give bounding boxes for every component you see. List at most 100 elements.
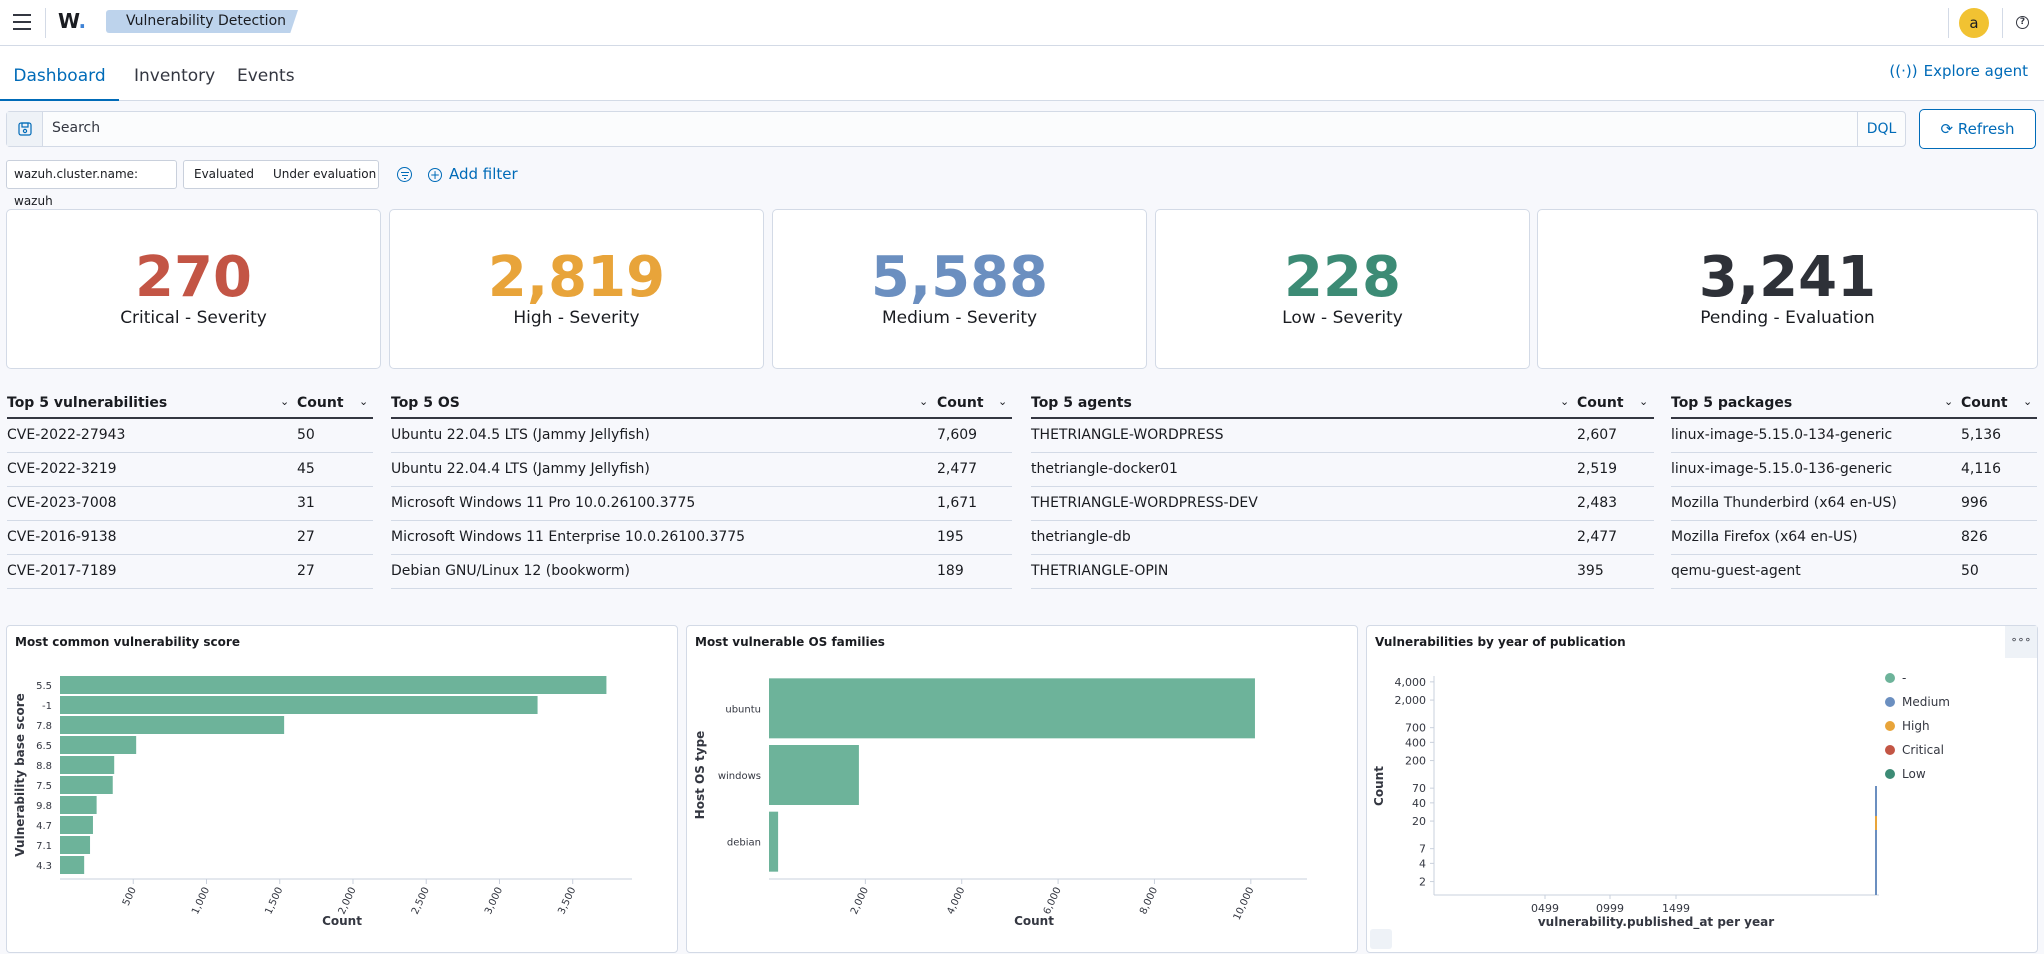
bar[interactable]	[769, 745, 859, 805]
refresh-button[interactable]: ⟳ Refresh	[1919, 109, 2036, 149]
table-row[interactable]: qemu-guest-agent 50	[1671, 555, 2037, 589]
help-icon[interactable]: ?	[2016, 16, 2029, 29]
panel-title: Most common vulnerability score	[15, 635, 240, 649]
wazuh-logo[interactable]: W.	[58, 9, 87, 33]
chevron-down-icon[interactable]: ⌄	[1944, 395, 1954, 408]
save-query-button[interactable]	[7, 112, 43, 146]
tab-events[interactable]: Events	[237, 66, 295, 86]
table-row[interactable]: CVE-2022-3219 45	[7, 453, 373, 487]
column-header-name[interactable]: Top 5 agents	[1031, 395, 1132, 411]
bar[interactable]	[60, 816, 93, 834]
table-row[interactable]: THETRIANGLE-WORDPRESS-DEV 2,483	[1031, 487, 1654, 521]
explore-agent-button[interactable]: ((·)) Explore agent	[1889, 62, 2028, 80]
cell-name: thetriangle-db	[1031, 529, 1131, 545]
legend-item[interactable]: -	[1885, 666, 1950, 690]
x-tick-label: 0999	[1596, 902, 1624, 915]
chevron-down-icon[interactable]: ⌄	[2023, 395, 2033, 408]
column-header-count[interactable]: Count	[937, 395, 984, 411]
bar[interactable]	[60, 756, 115, 774]
bar[interactable]	[60, 836, 91, 854]
legend-item[interactable]: High	[1885, 714, 1950, 738]
status-filter-pill[interactable]: Evaluated Under evaluation	[183, 160, 379, 189]
cell-name: THETRIANGLE-OPIN	[1031, 563, 1169, 579]
table-row[interactable]: Microsoft Windows 11 Enterprise 10.0.261…	[391, 521, 1012, 555]
cell-count: 27	[297, 563, 315, 579]
table-row[interactable]: Mozilla Thunderbird (x64 en-US) 996	[1671, 487, 2037, 521]
column-header-count[interactable]: Count	[1577, 395, 1624, 411]
table-row[interactable]: CVE-2017-7189 27	[7, 555, 373, 589]
bar[interactable]	[769, 811, 779, 872]
plus-icon: +	[428, 168, 442, 182]
stat-card-critical[interactable]: 270 Critical - Severity	[6, 209, 381, 369]
y-tick-label: 4,000	[1395, 676, 1427, 689]
chevron-down-icon[interactable]: ⌄	[919, 395, 929, 408]
column-header-name[interactable]: Top 5 vulnerabilities	[7, 395, 168, 411]
legend-label: Medium	[1902, 695, 1950, 709]
stat-card-high[interactable]: 2,819 High - Severity	[389, 209, 764, 369]
area-series-medium[interactable]	[1875, 786, 1877, 895]
bar[interactable]	[60, 716, 285, 734]
x-tick-label: 6,000	[1042, 886, 1064, 917]
column-header-count[interactable]: Count	[297, 395, 344, 411]
avatar[interactable]: a	[1959, 8, 1989, 38]
legend-toggle-icon[interactable]	[1370, 929, 1392, 949]
stat-label: Medium - Severity	[881, 308, 1038, 328]
add-filter-button[interactable]: + Add filter	[428, 165, 518, 183]
column-header-name[interactable]: Top 5 OS	[391, 395, 460, 411]
cell-name: CVE-2017-7189	[7, 563, 117, 579]
cluster-filter-pill[interactable]: wazuh.cluster.name: wazuh	[6, 160, 177, 208]
y-tick-label: 70	[1412, 782, 1426, 795]
table-row[interactable]: linux-image-5.15.0-136-generic 4,116	[1671, 453, 2037, 487]
table-row[interactable]: THETRIANGLE-WORDPRESS 2,607	[1031, 419, 1654, 453]
bar[interactable]	[60, 696, 538, 714]
table-header: Top 5 OS ⌄ Count ⌄	[391, 385, 1012, 419]
bar[interactable]	[60, 776, 113, 794]
table-row[interactable]: linux-image-5.15.0-134-generic 5,136	[1671, 419, 2037, 453]
chevron-down-icon[interactable]: ⌄	[1639, 395, 1649, 408]
table-row[interactable]: Microsoft Windows 11 Pro 10.0.26100.3775…	[391, 487, 1012, 521]
filter-menu-icon[interactable]	[397, 167, 412, 182]
bar[interactable]	[769, 678, 1255, 739]
tab-inventory[interactable]: Inventory	[134, 66, 216, 86]
menu-icon[interactable]	[13, 14, 31, 30]
bar[interactable]	[60, 796, 97, 814]
y-tick-label: 200	[1405, 755, 1426, 768]
column-header-name[interactable]: Top 5 packages	[1671, 395, 1793, 411]
table-row[interactable]: THETRIANGLE-OPIN 395	[1031, 555, 1654, 589]
bar[interactable]	[60, 856, 85, 874]
search-input[interactable]: Search	[52, 120, 101, 136]
stat-card-pending[interactable]: 3,241 Pending - Evaluation	[1537, 209, 2038, 369]
column-header-count[interactable]: Count	[1961, 395, 2008, 411]
table-row[interactable]: Debian GNU/Linux 12 (bookworm) 189	[391, 555, 1012, 589]
chevron-down-icon[interactable]: ⌄	[280, 395, 290, 408]
legend-item[interactable]: Low	[1885, 762, 1950, 786]
panel-options-icon[interactable]: ∘∘∘	[2005, 626, 2037, 658]
dql-button[interactable]: DQL	[1857, 112, 1905, 146]
bar[interactable]	[60, 676, 607, 694]
table-row[interactable]: Ubuntu 22.04.5 LTS (Jammy Jellyfish) 7,60…	[391, 419, 1012, 453]
chevron-down-icon[interactable]: ⌄	[359, 395, 369, 408]
chevron-down-icon[interactable]: ⌄	[998, 395, 1008, 408]
tab-dashboard[interactable]: Dashboard	[0, 46, 119, 101]
legend-item[interactable]: Medium	[1885, 690, 1950, 714]
stat-card-medium[interactable]: 5,588 Medium - Severity	[772, 209, 1147, 369]
x-tick-label: 8,000	[1138, 886, 1160, 917]
evaluated-option[interactable]: Evaluated	[194, 167, 255, 181]
table-row[interactable]: thetriangle-db 2,477	[1031, 521, 1654, 555]
table-row[interactable]: Mozilla Firefox (x64 en-US) 826	[1671, 521, 2037, 555]
table-row[interactable]: CVE-2023-7008 31	[7, 487, 373, 521]
breadcrumb[interactable]: Vulnerability Detection	[106, 10, 298, 33]
divider	[2002, 8, 2003, 38]
chevron-down-icon[interactable]: ⌄	[1560, 395, 1570, 408]
area-series-high[interactable]	[1875, 816, 1877, 830]
table-row[interactable]: Ubuntu 22.04.4 LTS (Jammy Jellyfish) 2,47…	[391, 453, 1012, 487]
legend-item[interactable]: Critical	[1885, 738, 1950, 762]
table-row[interactable]: CVE-2022-27943 50	[7, 419, 373, 453]
table-header: Top 5 agents ⌄ Count ⌄	[1031, 385, 1654, 419]
bar[interactable]	[60, 736, 137, 754]
cell-count: 195	[937, 529, 964, 545]
table-row[interactable]: CVE-2016-9138 27	[7, 521, 373, 555]
table-row[interactable]: thetriangle-docker01 2,519	[1031, 453, 1654, 487]
under-evaluation-option[interactable]: Under evaluation	[273, 167, 377, 181]
stat-card-low[interactable]: 228 Low - Severity	[1155, 209, 1530, 369]
